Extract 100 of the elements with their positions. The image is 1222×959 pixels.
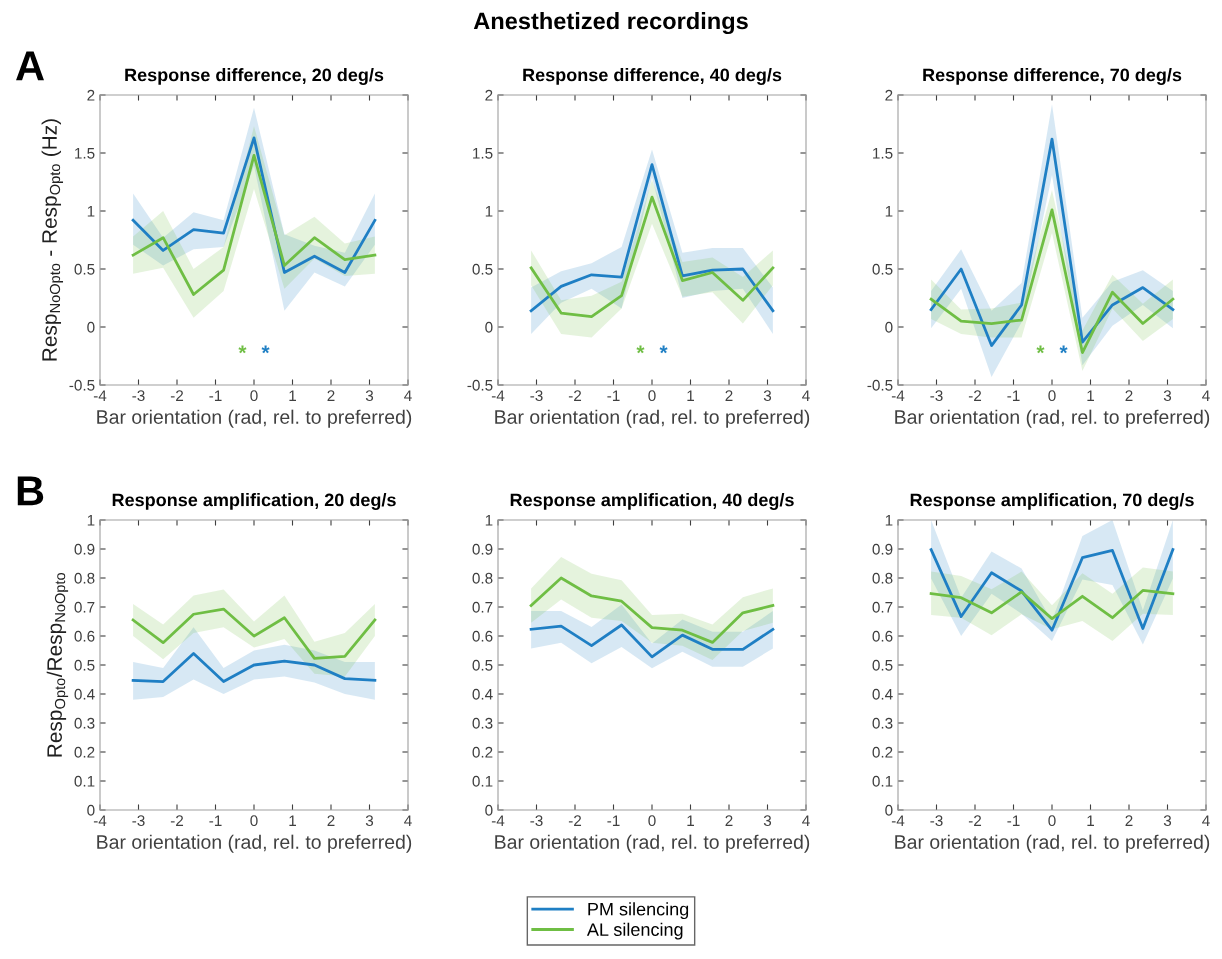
y-tick-label: 1	[87, 206, 95, 217]
x-tick-label: 4	[1202, 390, 1210, 401]
x-tick-label: -4	[891, 815, 905, 826]
x-tick-label: -4	[491, 815, 505, 826]
line-series	[131, 652, 377, 683]
y-tick-label: 0	[885, 321, 893, 333]
y-tick-label: 0.1	[872, 775, 893, 787]
y-tick-label: 0.8	[872, 572, 893, 584]
x-tick-label: 2	[327, 390, 335, 401]
y-tick-label: 1	[885, 206, 893, 217]
line-series	[529, 195, 775, 318]
x-tick-label: -1	[1007, 390, 1020, 401]
x-tick-label: -4	[491, 390, 505, 401]
y-tick-label: 0.5	[74, 659, 95, 671]
line-series	[929, 548, 1175, 632]
x-tick-label: 4	[1202, 815, 1210, 826]
x-tick-label: 3	[1163, 815, 1172, 827]
x-tick-label: 2	[1125, 815, 1133, 826]
x-tick-label: -4	[891, 390, 905, 401]
legend-label: AL silencing	[586, 922, 683, 940]
x-tick-label: 2	[327, 815, 335, 826]
annotation: *	[1059, 345, 1068, 354]
annotation: *	[659, 345, 668, 354]
x-tick-label: -2	[170, 815, 184, 826]
y-tick-label: 0.7	[74, 601, 95, 613]
annotation: *	[238, 345, 247, 354]
x-tick-label: 0	[648, 390, 656, 402]
line-series	[929, 589, 1175, 620]
y-tick-label: 1.5	[473, 148, 493, 159]
y-axis-title: Resp$_{NoOpto}$ - Resp$_{Opto}$ (Hz)	[41, 119, 64, 361]
x-tick-label: -4	[93, 815, 107, 826]
x-tick-label: 0	[1048, 390, 1056, 402]
x-axis-title: Bar orientation (rad, rel. to preferred)	[97, 409, 412, 428]
x-axis-title: Bar orientation (rad, rel. to preferred)	[97, 834, 412, 853]
x-tick-label: 3	[763, 815, 772, 827]
y-tick-label: -0.5	[867, 379, 893, 391]
y-tick-label: -0.5	[467, 379, 493, 391]
x-tick-label: -1	[1007, 815, 1020, 826]
x-tick-label: -2	[968, 390, 982, 401]
y-tick-label: 0.7	[872, 601, 893, 613]
x-tick-label: 1	[687, 390, 694, 401]
y-tick-label: 0.9	[472, 543, 493, 555]
x-tick-label: -2	[968, 815, 982, 826]
y-tick-label: 1	[87, 515, 95, 526]
y-tick-label: 2	[485, 89, 493, 101]
y-tick-label: 0.2	[472, 746, 493, 758]
y-tick-label: 0	[885, 804, 893, 816]
y-tick-label: 0.5	[74, 263, 95, 275]
text: Anesthetized recordings	[473, 12, 748, 35]
x-tick-label: 1	[289, 390, 296, 401]
x-tick-label: -2	[170, 390, 184, 401]
x-tick-label: 1	[687, 815, 694, 826]
annotation: *	[636, 345, 645, 354]
x-axis-title: Bar orientation (rad, rel. to preferred)	[895, 834, 1210, 853]
chart-title: Response difference, 70 deg/s	[923, 68, 1182, 85]
x-tick-label: 0	[250, 390, 258, 402]
y-tick-label: 0.5	[472, 263, 493, 275]
y-tick-label: 0.1	[74, 775, 95, 787]
y-tick-label: 0	[87, 804, 95, 816]
x-tick-label: 4	[802, 815, 810, 826]
x-tick-label: 0	[1048, 815, 1056, 827]
x-tick-label: 0	[250, 815, 258, 827]
x-tick-label: 4	[404, 815, 412, 826]
y-tick-label: 0.4	[472, 688, 493, 700]
y-tick-label: 0.7	[472, 601, 493, 613]
line-series	[929, 208, 1175, 354]
x-tick-label: 2	[1125, 390, 1133, 401]
x-tick-label: -1	[209, 815, 222, 826]
x-tick-label: -3	[930, 390, 943, 402]
x-tick-label: -3	[132, 815, 145, 827]
y-tick-label: 1	[885, 515, 893, 526]
y-tick-label: 0.8	[472, 572, 493, 584]
y-tick-label: 0.3	[74, 717, 95, 729]
chart-title: Response amplification, 20 deg/s	[112, 493, 396, 510]
x-tick-label: 4	[404, 390, 412, 401]
line-series	[929, 137, 1175, 347]
x-tick-label: 2	[725, 815, 733, 826]
y-tick-label: 0.4	[872, 688, 893, 700]
y-tick-label: 0.3	[872, 717, 893, 729]
chart-title: Response difference, 40 deg/s	[523, 68, 782, 85]
x-tick-label: -1	[607, 815, 620, 826]
x-tick-label: 3	[763, 390, 772, 402]
y-axis-title: Resp$_{Opto}$/Resp$_{NoOpto}$	[46, 572, 69, 757]
y-tick-label: 0.2	[872, 746, 893, 758]
line-series	[131, 607, 377, 660]
y-tick-label: 0.6	[74, 630, 95, 642]
chart-title: Response difference, 20 deg/s	[125, 68, 384, 85]
line-series	[131, 153, 377, 296]
x-tick-label: 2	[725, 390, 733, 401]
y-tick-label: 2	[885, 89, 893, 101]
x-tick-label: 3	[1163, 390, 1172, 402]
y-tick-label: 0.9	[74, 543, 95, 555]
y-tick-label: 0.8	[74, 572, 95, 584]
x-tick-label: -1	[607, 390, 620, 401]
y-tick-label: 0.2	[74, 746, 95, 758]
y-tick-label: 0.5	[872, 659, 893, 671]
y-tick-label: 0.5	[872, 263, 893, 275]
y-tick-label: 0.3	[472, 717, 493, 729]
y-tick-label: 0.1	[472, 775, 493, 787]
x-tick-label: 3	[365, 390, 374, 402]
